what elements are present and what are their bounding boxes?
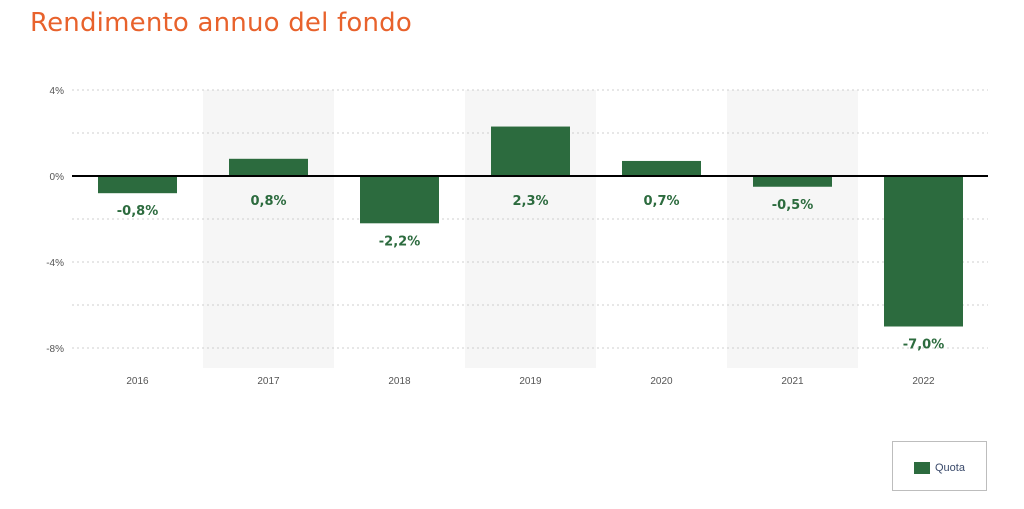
legend-label-quota: Quota [935, 462, 965, 474]
x-tick-label: 2018 [388, 376, 411, 387]
x-tick-label: 2021 [781, 376, 804, 387]
bar-2019 [491, 126, 570, 176]
legend: Quota [892, 441, 987, 491]
y-tick-label: -8% [46, 344, 64, 355]
x-tick-label: 2022 [912, 376, 935, 387]
data-label-2020: 0,7% [643, 194, 679, 209]
data-label-2019: 2,3% [512, 194, 548, 209]
chart-title: Rendimento annuo del fondo [30, 8, 412, 38]
y-tick-label: 4% [50, 86, 65, 97]
bar-2018 [360, 176, 439, 224]
y-tick-label: 0% [50, 172, 65, 183]
data-label-2021: -0,5% [772, 198, 813, 213]
bar-2017 [229, 158, 308, 176]
data-label-2018: -2,2% [379, 234, 420, 249]
data-labels: -0,8% 0,8% -2,2% 2,3% 0,7% -0,5% -7,0% [117, 194, 944, 353]
bars [98, 126, 963, 327]
band-2021 [727, 90, 858, 368]
y-axis-ticks: 4% 0% -4% -8% [46, 86, 64, 355]
x-tick-label: 2017 [257, 376, 280, 387]
band-2017 [203, 90, 334, 368]
x-axis-ticks: 2016 2017 2018 2019 2020 2021 2022 [126, 376, 935, 387]
bar-2022 [884, 176, 963, 327]
category-bands [203, 90, 858, 368]
data-label-2016: -0,8% [117, 204, 158, 219]
y-tick-label: -4% [46, 258, 64, 269]
bar-2016 [98, 176, 177, 194]
bar-2021 [753, 176, 832, 187]
data-label-2017: 0,8% [250, 194, 286, 209]
x-tick-label: 2020 [650, 376, 673, 387]
x-tick-label: 2019 [519, 376, 542, 387]
bar-2020 [622, 160, 701, 176]
x-tick-label: 2016 [126, 376, 149, 387]
legend-swatch-quota [914, 462, 930, 474]
data-label-2022: -7,0% [903, 338, 944, 353]
